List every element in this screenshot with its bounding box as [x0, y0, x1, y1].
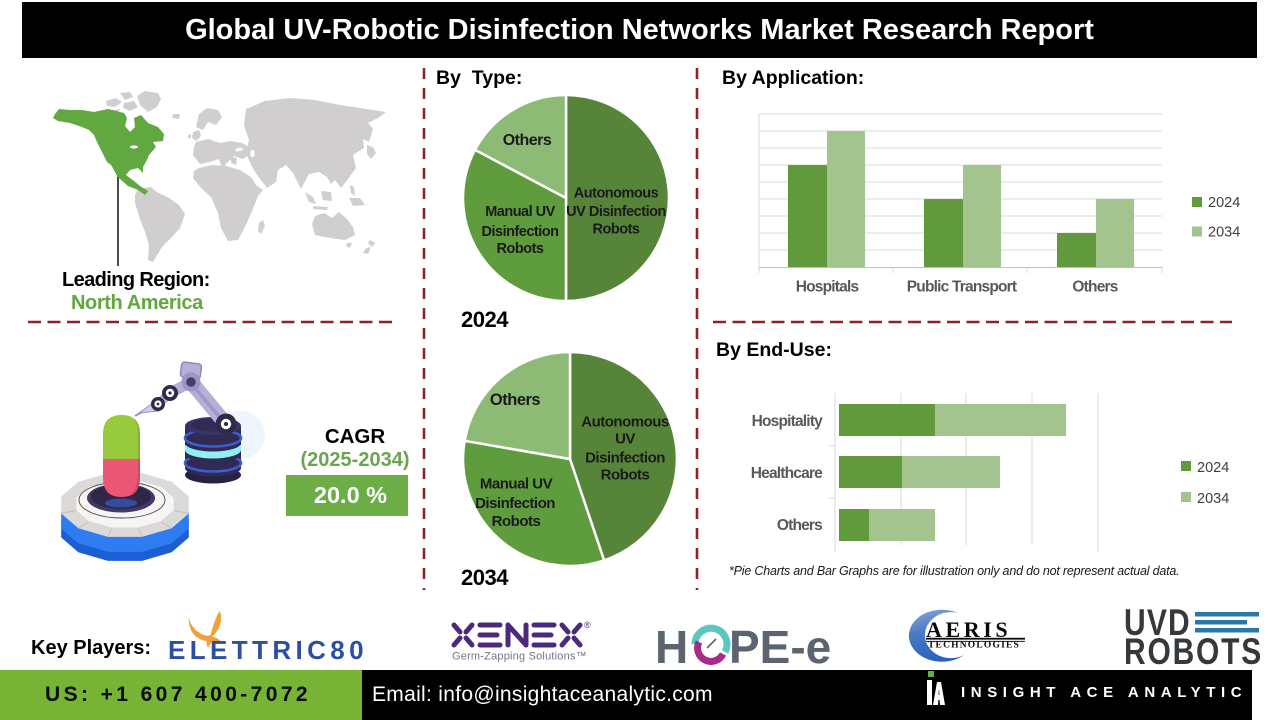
- svg-text:Disinfection: Disinfection: [475, 495, 555, 512]
- svg-text:®: ®: [584, 620, 591, 630]
- svg-text:H: H: [655, 621, 688, 670]
- svg-text:Robots: Robots: [601, 467, 650, 484]
- svg-text:Autonomous: Autonomous: [574, 186, 659, 202]
- svg-text:Manual UV: Manual UV: [485, 204, 555, 220]
- svg-text:UVD: UVD: [1124, 603, 1191, 643]
- svg-text:Manual UV: Manual UV: [480, 476, 553, 493]
- svg-text:ELETTRIC80: ELETTRIC80: [168, 635, 368, 665]
- svg-text:Disinfection: Disinfection: [482, 224, 559, 240]
- svg-text:Healthcare: Healthcare: [751, 465, 823, 482]
- svg-text:ROBOTS: ROBOTS: [1124, 632, 1263, 667]
- svg-text:Others: Others: [503, 132, 552, 149]
- svg-text:Others: Others: [490, 391, 541, 409]
- svg-text:Robots: Robots: [593, 222, 640, 238]
- svg-text:Hospitals: Hospitals: [796, 279, 859, 296]
- svg-text:2024: 2024: [1208, 195, 1240, 211]
- svg-text:UV Disinfection: UV Disinfection: [566, 204, 666, 220]
- svg-text:TECHNOLOGIES: TECHNOLOGIES: [928, 641, 1020, 651]
- svg-text:Disinfection: Disinfection: [585, 450, 665, 467]
- svg-text:Autonomous: Autonomous: [581, 414, 669, 431]
- svg-text:Others: Others: [777, 517, 822, 534]
- svg-text:INSIGHT ACE ANALYTIC: INSIGHT ACE ANALYTIC: [961, 684, 1247, 701]
- svg-text:Robots: Robots: [492, 513, 541, 530]
- svg-text:PE-e: PE-e: [729, 621, 831, 670]
- svg-text:2034: 2034: [1208, 225, 1240, 241]
- svg-text:Robots: Robots: [497, 241, 544, 257]
- svg-text:Hospitality: Hospitality: [752, 413, 824, 430]
- svg-text:UV: UV: [615, 431, 635, 448]
- svg-text:2034: 2034: [1197, 491, 1229, 507]
- svg-text:Germ-Zapping Solutions™: Germ-Zapping Solutions™: [452, 651, 587, 663]
- svg-text:Public Transport: Public Transport: [907, 279, 1017, 296]
- svg-text:Others: Others: [1072, 279, 1117, 296]
- svg-text:2024: 2024: [1197, 460, 1229, 476]
